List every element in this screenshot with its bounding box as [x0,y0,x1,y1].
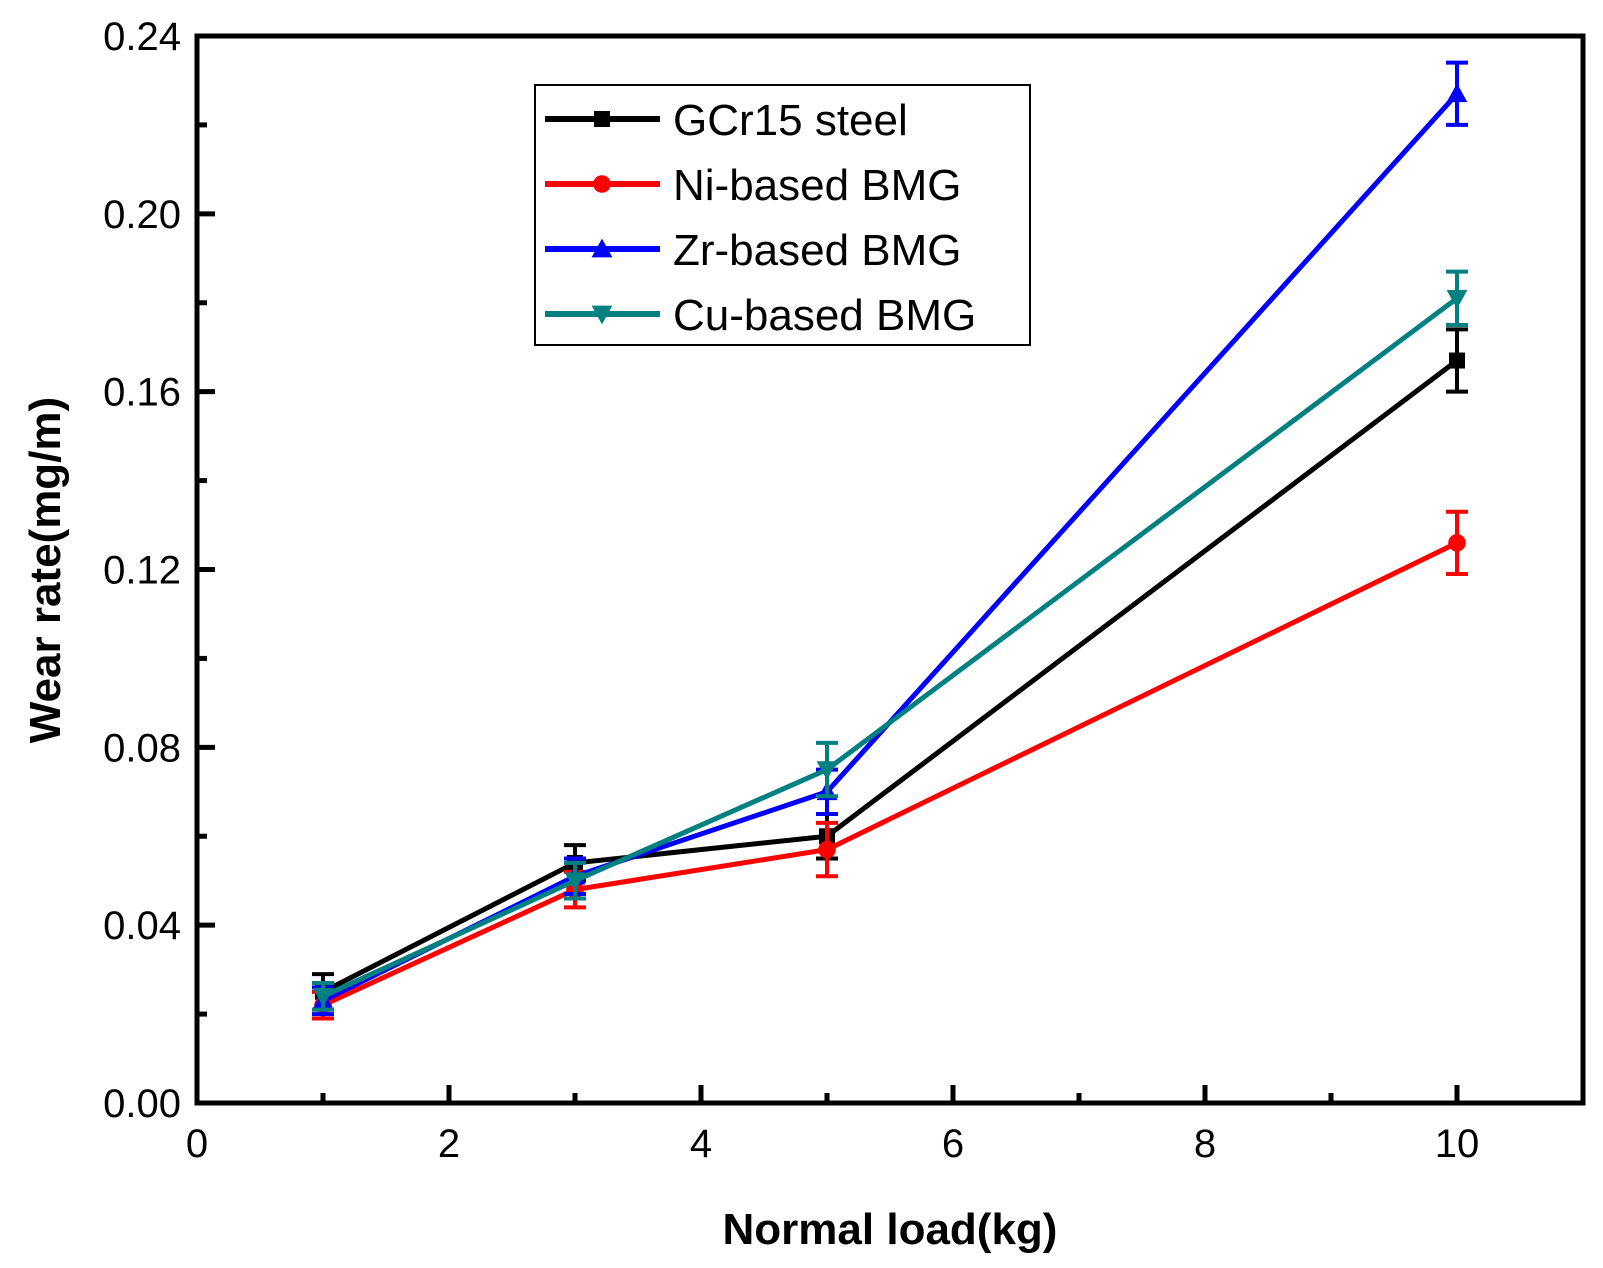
legend-label: Cu-based BMG [673,291,976,340]
data-point-marker [312,987,334,1007]
y-tick-label: 0.24 [103,15,181,59]
y-tick-label: 0.12 [103,549,181,593]
series-line [321,540,1459,1008]
legend-marker [591,238,613,258]
legend-marker [593,175,611,193]
y-tick-label: 0.16 [103,371,181,415]
data-point-marker [1448,534,1466,552]
data-point-marker [818,840,836,859]
x-tick-label: 2 [438,1122,460,1166]
series-line [321,296,1459,999]
data-point-marker [1449,352,1465,369]
legend-label: Ni-based BMG [673,161,962,210]
x-tick-label: 4 [690,1122,712,1166]
data-point-marker [816,761,838,780]
legend-label: Zr-based BMG [673,226,962,275]
plot-frame [194,33,1586,1106]
data-point-marker [564,872,586,892]
x-tick-label: 10 [1435,1122,1480,1166]
series-cu-based-bmg [312,269,1468,1012]
data-point-marker [1446,289,1468,309]
x-tick-label: 6 [942,1122,964,1166]
x-axis-title: Normal load(kg) [723,1205,1058,1254]
y-tick-label: 0.08 [103,726,181,770]
legend-marker [594,111,610,127]
series-line [321,358,1459,995]
y-tick-label: 0.04 [103,904,181,948]
legend-marker [591,305,613,325]
y-tick-label: 0.20 [103,193,181,237]
data-point-marker [1446,83,1468,103]
y-axis-title: Wear rate(mg/m) [21,397,70,743]
legend-box [534,84,1031,346]
y-tick-label: 0.00 [103,1082,181,1126]
x-tick-label: 0 [186,1122,208,1166]
series-group [312,60,1468,1021]
axes: 0 2 4 6 8 10 0.00 0.04 0.08 0.12 0.16 0.20 0.24 [103,15,1479,1166]
legend: GCr15 steel Ni-based BMG Zr-based BMG Cu-ba… [534,84,1031,346]
x-tick-label: 8 [1194,1122,1216,1166]
legend-label: GCr15 steel [673,96,908,145]
